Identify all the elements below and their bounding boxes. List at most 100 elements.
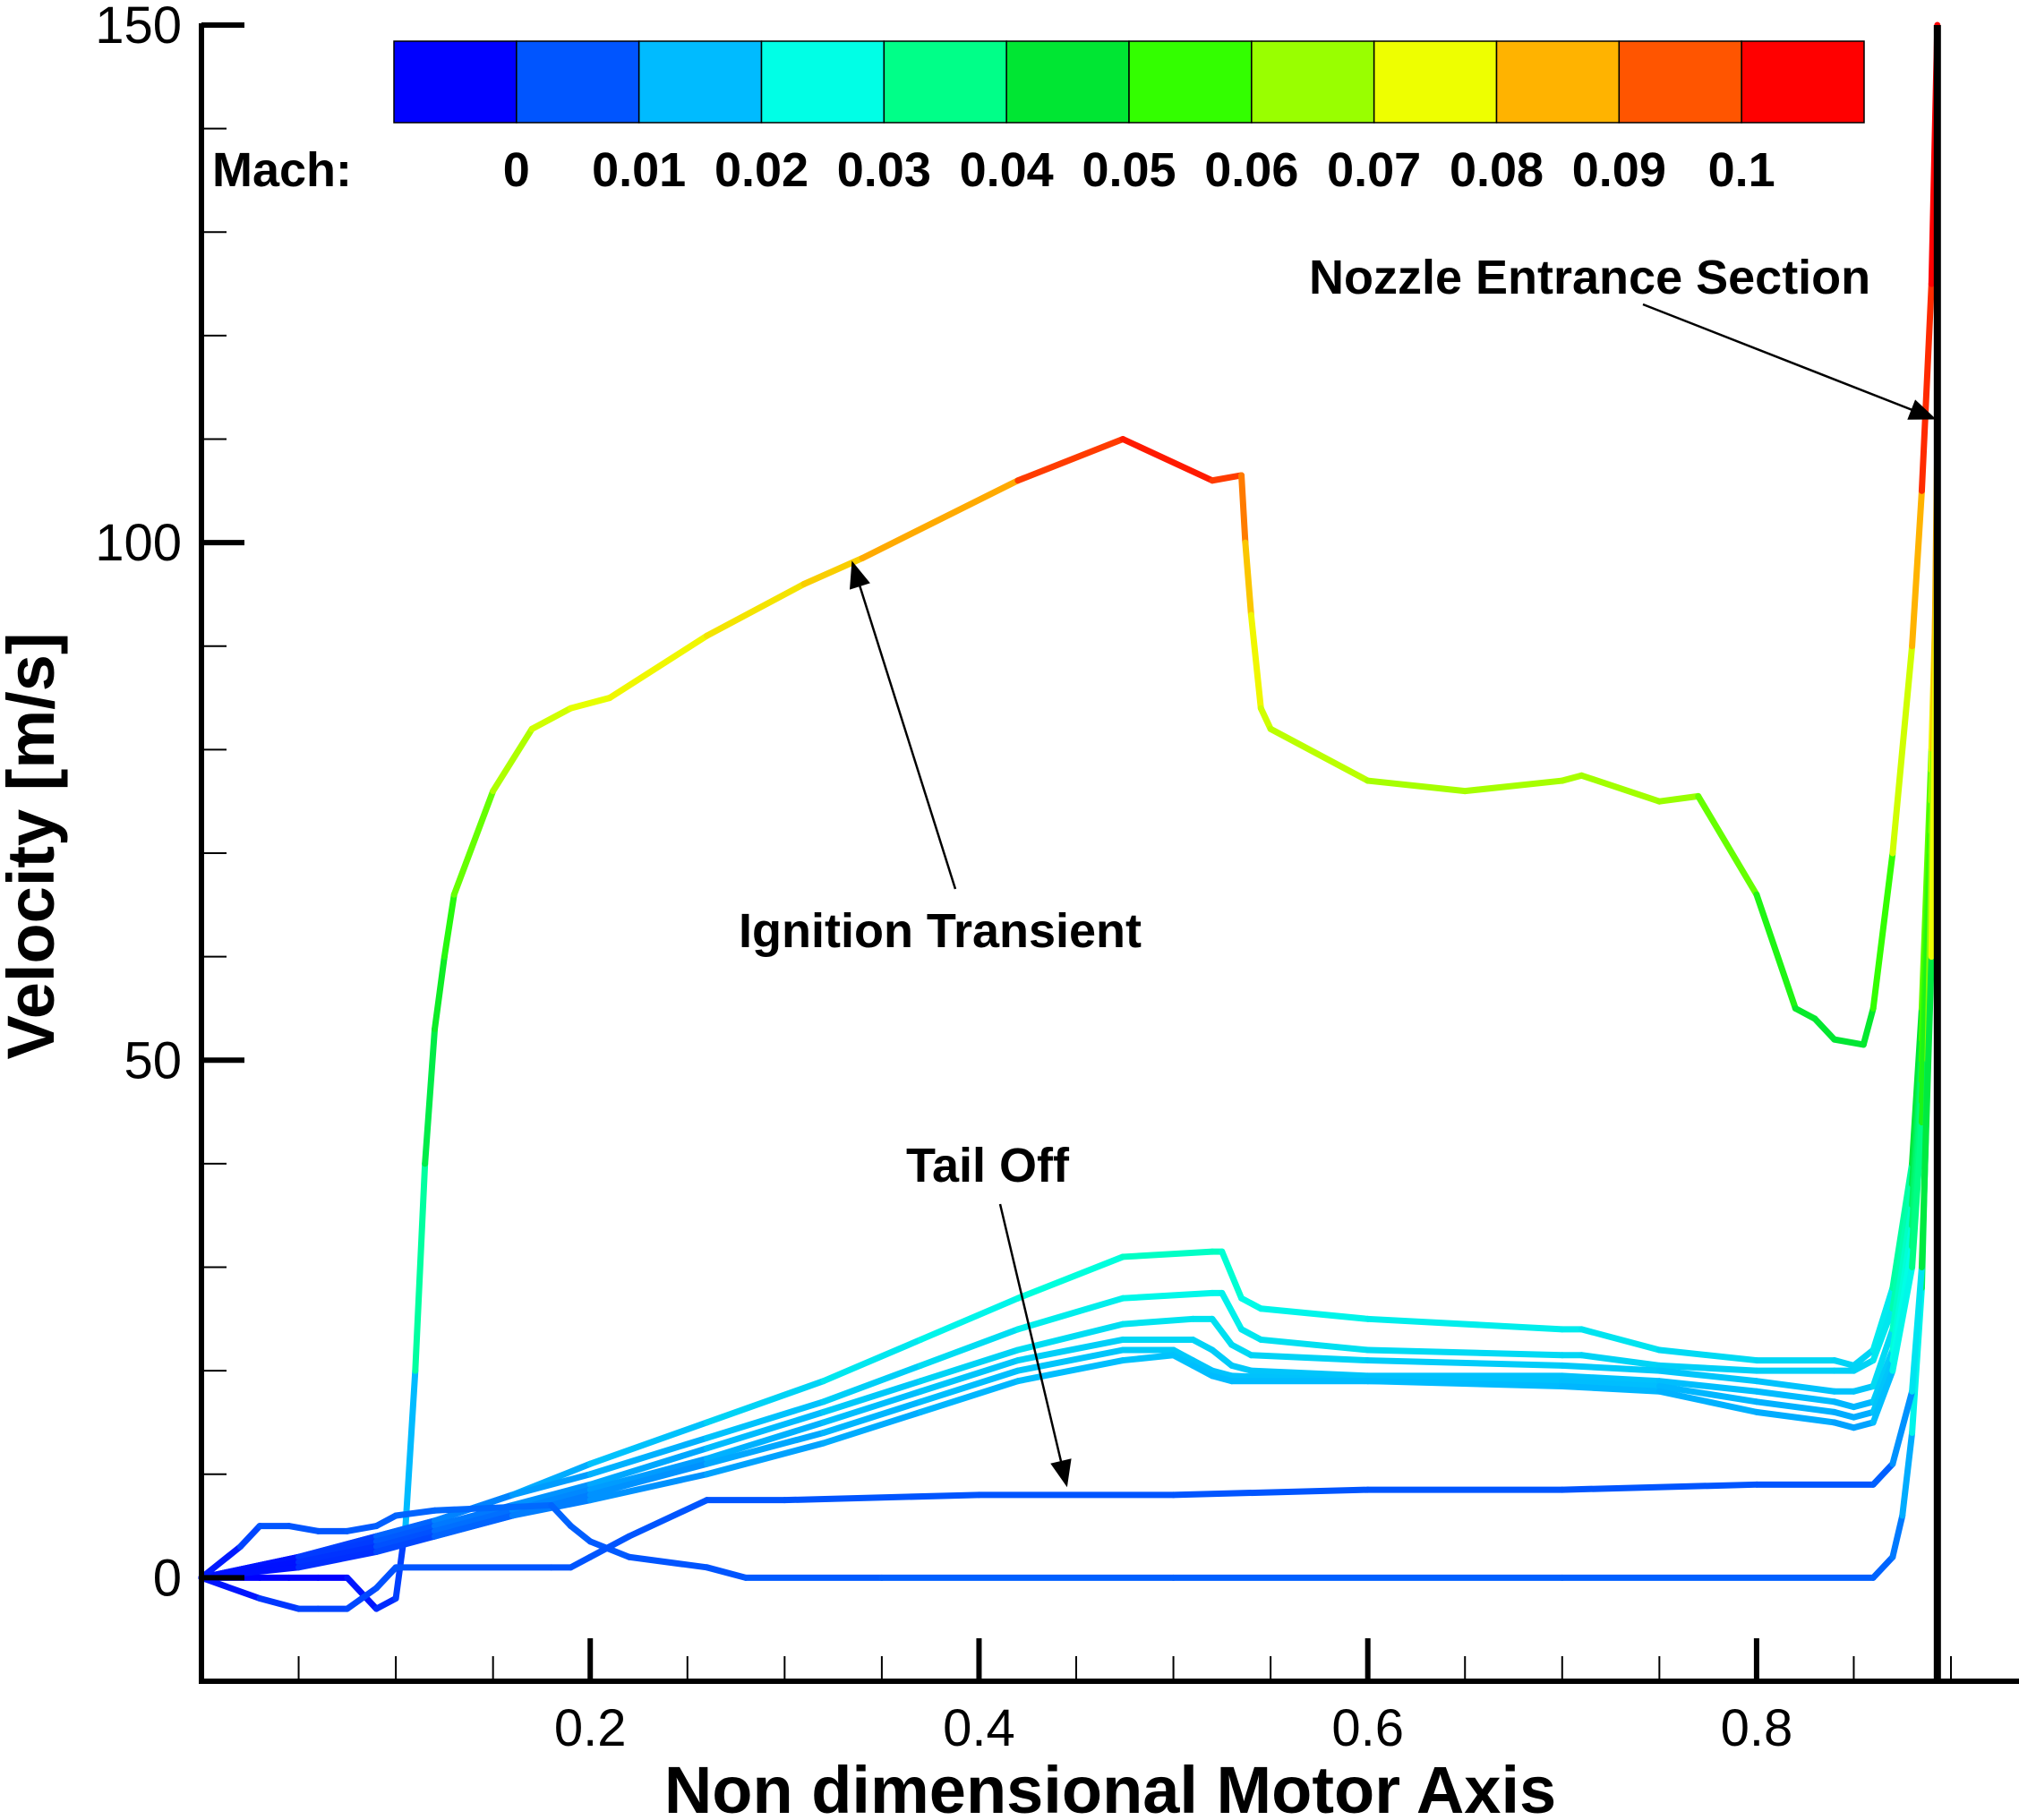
series-line-7 (198, 663, 1941, 1581)
series-segment (1578, 772, 1663, 805)
series-segment (1257, 705, 1274, 732)
series-segment (1889, 1512, 1906, 1560)
series-segment (256, 1595, 303, 1612)
colorbar-swatch (393, 40, 518, 124)
series-segment (344, 1574, 380, 1612)
series-segment (1365, 1357, 1566, 1369)
series-segment (586, 1455, 710, 1493)
series-segment (1365, 777, 1468, 795)
series-segment (198, 1543, 244, 1581)
series-segment (1889, 1160, 1916, 1292)
y-tick-label: 0 (153, 1549, 182, 1607)
x-tick-label: 0.8 (1721, 1699, 1793, 1757)
series-segment (820, 1362, 924, 1406)
series-segment (1860, 1004, 1877, 1048)
series-segment (372, 1595, 399, 1612)
series-segment (1189, 1362, 1216, 1380)
series-segment (1753, 1398, 1838, 1415)
series-segment (198, 1574, 263, 1602)
axes: 0 50 100 150 0.2 0.4 0.6 0.8 (95, 0, 2019, 1757)
series-segment (1247, 611, 1264, 712)
series-segment (917, 1295, 1022, 1343)
series-segment (917, 1346, 1022, 1385)
series-segment (1850, 1408, 1877, 1421)
series-segment (432, 1507, 516, 1534)
series-segment (1918, 953, 1935, 1270)
series-segment (1869, 1326, 1896, 1389)
annotation: Tail Off (906, 1139, 1072, 1488)
series-segment (820, 1408, 924, 1447)
colorbar-level-label: 0.08 (1450, 143, 1544, 197)
series-segment (568, 1553, 594, 1571)
annotation-arrow (998, 1203, 1072, 1488)
series-segment (1655, 792, 1702, 805)
colorbar-swatch (1005, 40, 1130, 124)
y-tick-label: 50 (124, 1031, 182, 1089)
colorbar-swatch (1373, 40, 1498, 124)
series-line-6 (198, 643, 1941, 1581)
series-segment (703, 1419, 827, 1462)
series-segment (1831, 1357, 1857, 1369)
series-segment (820, 1388, 924, 1426)
series-segment (1014, 436, 1126, 484)
series-segment (917, 1367, 1022, 1406)
series-segment (528, 705, 575, 732)
x-axis-title: Non dimensional Motor Axis (664, 1753, 1556, 1820)
series-segment (1909, 487, 1925, 650)
series-segment (1247, 1352, 1372, 1364)
series-segment (432, 1512, 516, 1540)
series-segment (372, 1512, 399, 1530)
colorbar-swatch (1251, 40, 1375, 124)
series-line-8 (198, 436, 1941, 1581)
series-segment (1238, 472, 1249, 546)
series-segment (1238, 1295, 1264, 1312)
colorbar-title: Mach: (212, 143, 352, 197)
series-segment (1753, 1408, 1838, 1426)
series-segment (1119, 1315, 1196, 1328)
colorbar-level-label: 0.06 (1204, 143, 1298, 197)
series-segment (1869, 1553, 1896, 1581)
annotation: Nozzle Entrance Section (1309, 251, 1937, 420)
series-segment (1119, 1289, 1216, 1302)
series-segment (286, 1523, 321, 1534)
series-segment (1869, 1285, 1896, 1354)
colorbar-level-label: 0.01 (592, 143, 686, 197)
series-segment (1365, 1378, 1566, 1389)
colorbar-swatch (883, 40, 1007, 124)
series-segment (236, 1523, 263, 1551)
series-segment (1578, 1326, 1663, 1354)
colorbar-level-label: 0.02 (714, 143, 808, 197)
series-segment (1909, 1264, 1925, 1395)
series-segment (1238, 1326, 1264, 1343)
annotation-label: Ignition Transient (739, 904, 1142, 958)
series-segment (1247, 1367, 1372, 1380)
series-segment (1170, 1352, 1196, 1369)
series-layer (198, 21, 1941, 1612)
series-segment (820, 1336, 924, 1385)
colorbar-level-label: 0.09 (1572, 143, 1666, 197)
colorbar-swatch (1618, 40, 1742, 124)
series-segment (402, 1367, 419, 1530)
series-segment (432, 1501, 555, 1514)
series-segment (509, 1481, 594, 1508)
series-line-2 (198, 539, 1941, 1581)
series-segment (1267, 725, 1372, 784)
series-segment (626, 1497, 710, 1540)
series-segment (586, 1419, 710, 1467)
series-segment (1869, 1357, 1896, 1415)
series-segment (1831, 1036, 1867, 1048)
series-segment (1014, 1320, 1126, 1354)
series-segment (1695, 792, 1760, 898)
series-segment (372, 1533, 439, 1555)
series-segment (703, 1408, 827, 1452)
colorbar-swatch (1128, 40, 1253, 124)
series-segment (1189, 1336, 1216, 1354)
series-segment (1228, 1362, 1254, 1374)
series-segment (372, 1523, 439, 1545)
series-segment (1889, 643, 1916, 857)
series-segment (626, 1553, 710, 1571)
colorbar-level-label: 0 (503, 143, 530, 197)
colorbar-swatch (1741, 40, 1865, 124)
series-segment (586, 1533, 633, 1560)
series-segment (820, 1398, 924, 1436)
